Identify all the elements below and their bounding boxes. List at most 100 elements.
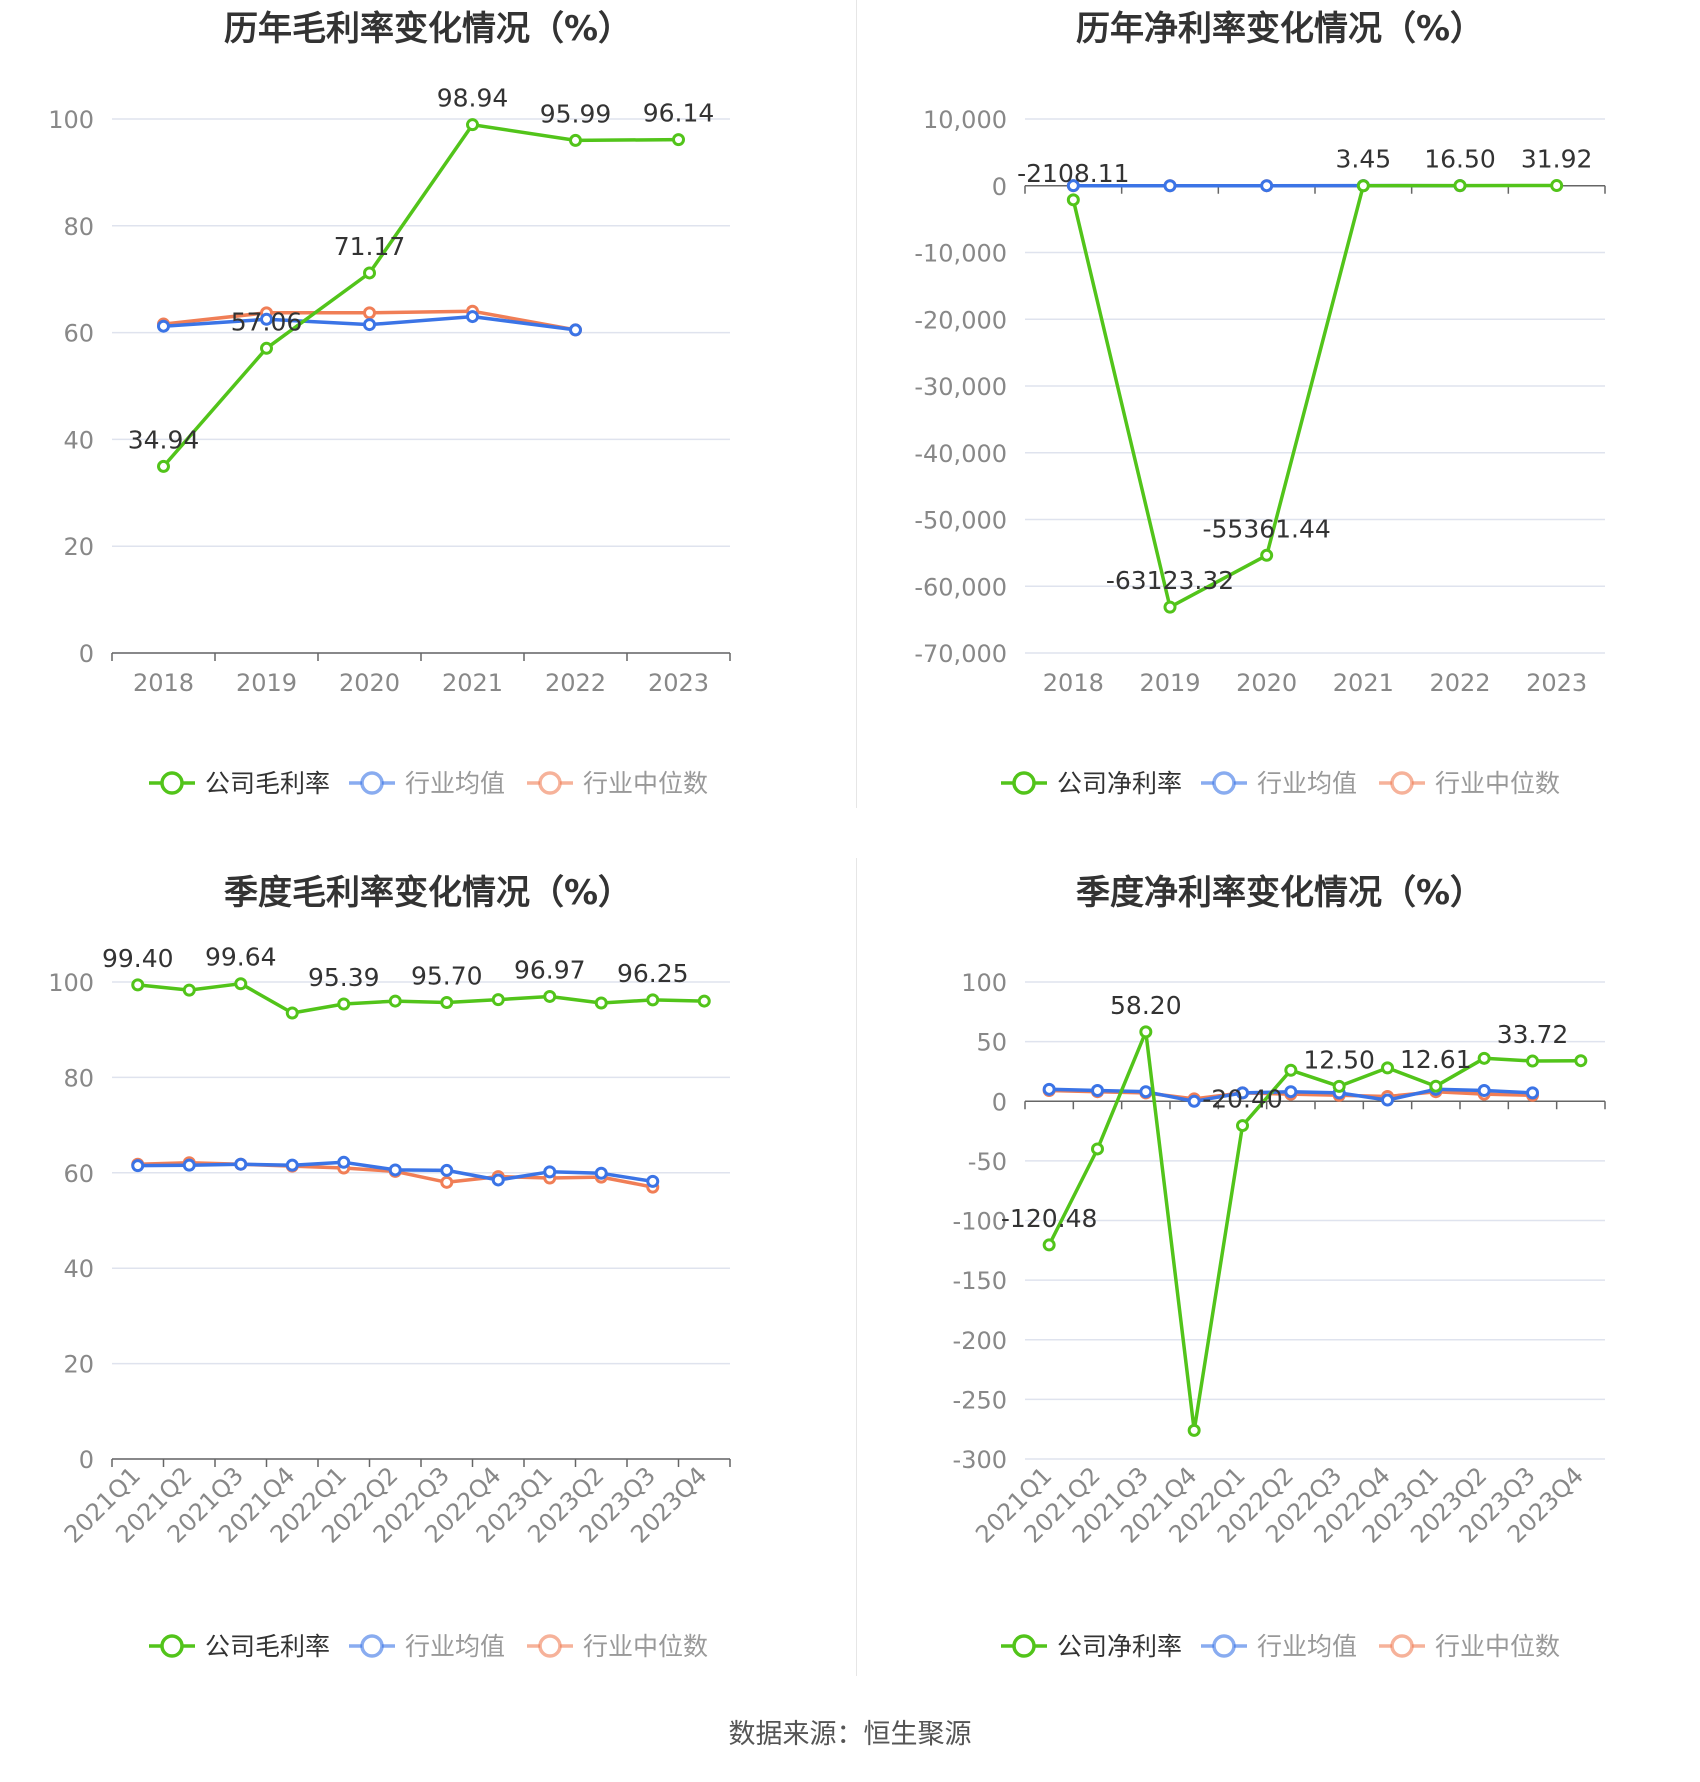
data-label: 31.92 (1521, 145, 1593, 174)
data-label: 96.97 (514, 955, 586, 984)
data-label: -55361.44 (1203, 514, 1331, 543)
legend-label: 公司毛利率 (205, 1632, 330, 1661)
legend-marker (538, 1634, 562, 1658)
data-point-company (1139, 1025, 1153, 1039)
data-label: 71.17 (334, 232, 406, 261)
data-label: 3.45 (1335, 145, 1391, 174)
data-point-avg (491, 1173, 505, 1187)
data-point-avg (234, 1157, 248, 1171)
legend-item-company: 公司净利率 (1001, 769, 1182, 798)
data-label: -63123.32 (1106, 566, 1234, 595)
data-point-avg (1139, 1085, 1153, 1099)
y-tick-label: -300 (953, 1446, 1007, 1474)
chart-panel-1: 历年毛利率变化情况（%） 0 20 40 60 80 100 2018 2019 2020 2021… (48, 9, 731, 798)
legend-item-median: 行业中位数 (1379, 769, 1560, 798)
data-point-company (285, 1006, 299, 1020)
legend-item-company: 公司净利率 (1001, 1632, 1182, 1661)
x-tick-label: 2021 (1333, 669, 1394, 697)
legend-marker (160, 1634, 184, 1658)
data-point-avg (363, 318, 376, 332)
x-tick-label: 2019 (1139, 669, 1200, 697)
x-tick-label: 2023 (1526, 669, 1587, 697)
legend-label: 行业中位数 (583, 769, 708, 798)
data-point-company (1477, 1051, 1491, 1065)
data-point-company (1260, 548, 1274, 562)
legend-label: 行业均值 (405, 1632, 505, 1661)
x-tick-label: 2022 (1429, 669, 1490, 697)
data-point-avg (1163, 179, 1177, 193)
data-point-company (234, 977, 248, 991)
x-tick-label: 2019 (236, 669, 297, 697)
data-point-company (1066, 193, 1080, 207)
legend-marker (1212, 1634, 1236, 1658)
x-tick-label: 2020 (339, 669, 400, 697)
legend-label: 行业均值 (1257, 1632, 1357, 1661)
y-tick-label: 80 (63, 213, 94, 241)
data-point-avg (337, 1155, 351, 1169)
data-label: -2108.11 (1017, 159, 1129, 188)
x-tick-label: 2018 (133, 669, 194, 697)
data-point-avg (1236, 1086, 1249, 1100)
data-point-company (543, 989, 557, 1003)
y-tick-label: 0 (79, 640, 94, 668)
legend-marker (1390, 771, 1414, 795)
legend-marker (1012, 1634, 1036, 1658)
y-tick-label: -150 (953, 1267, 1007, 1295)
data-point-avg (157, 319, 170, 333)
y-tick-label: 20 (63, 533, 94, 561)
legend-item-median: 行业中位数 (527, 769, 708, 798)
data-point-avg (1284, 1085, 1298, 1099)
data-point-avg (1066, 179, 1080, 193)
y-tick-label: -40,000 (914, 440, 1007, 468)
y-tick-label: -100 (953, 1208, 1007, 1236)
data-point-company (1042, 1238, 1056, 1252)
data-point-company (131, 978, 145, 992)
legend-marker (1390, 1634, 1414, 1658)
chart-panel-2: 历年净利率变化情况（%） -70,000 -60,000 -50,000 -40,000… (914, 9, 1606, 798)
y-tick-label: 20 (63, 1351, 94, 1379)
legend-item-company: 公司毛利率 (149, 769, 330, 798)
y-tick-label: 80 (63, 1064, 94, 1092)
data-point-avg (1260, 179, 1274, 193)
data-label: 57.06 (231, 307, 303, 336)
series-line-company (1047, 1030, 1581, 1433)
data-point-company (440, 996, 454, 1010)
data-point-avg (1042, 1082, 1056, 1096)
y-tick-label: -60,000 (914, 573, 1007, 601)
y-tick-label: 100 (961, 969, 1007, 997)
legend-item-median: 行业中位数 (527, 1632, 708, 1661)
data-point-company (1574, 1054, 1588, 1068)
data-label: 34.94 (128, 425, 200, 454)
legend-item-company: 公司毛利率 (149, 1632, 330, 1661)
data-point-avg (388, 1163, 402, 1177)
data-point-avg (1187, 1094, 1201, 1108)
data-point-avg (131, 1159, 145, 1173)
data-label: 99.40 (102, 944, 174, 973)
data-point-company (182, 983, 196, 997)
y-tick-label: 40 (63, 426, 94, 454)
legend-item-avg: 行业均值 (1201, 1632, 1357, 1661)
data-point-company (646, 993, 660, 1007)
y-tick-label: 0 (79, 1446, 94, 1474)
data-point-avg (440, 1163, 454, 1177)
chart-title: 季度毛利率变化情况（%） (224, 873, 632, 913)
data-point-company (1187, 1423, 1201, 1437)
legend-item-avg: 行业均值 (349, 1632, 505, 1661)
data-label: -120.48 (1001, 1204, 1098, 1233)
data-point-company (491, 993, 505, 1007)
data-point-avg (594, 1166, 608, 1180)
legend-item-avg: 行业均值 (1201, 769, 1357, 798)
chart-title: 历年净利率变化情况（%） (1076, 9, 1484, 49)
y-tick-label: -20,000 (914, 306, 1007, 334)
y-tick-label: -30,000 (914, 373, 1007, 401)
data-point-company (1526, 1054, 1539, 1068)
chart-panel-4: 季度净利率变化情况（%） -300 -250 -200 -150 -100 -50 0 50 10… (953, 873, 1606, 1661)
data-point-company (1356, 179, 1370, 193)
y-tick-label: 100 (48, 969, 94, 997)
y-tick-label: 0 (992, 173, 1007, 201)
data-point-company (260, 341, 273, 355)
series-line-company (162, 122, 679, 468)
legend-label: 行业中位数 (1435, 1632, 1560, 1661)
chart-title: 历年毛利率变化情况（%） (224, 9, 632, 49)
